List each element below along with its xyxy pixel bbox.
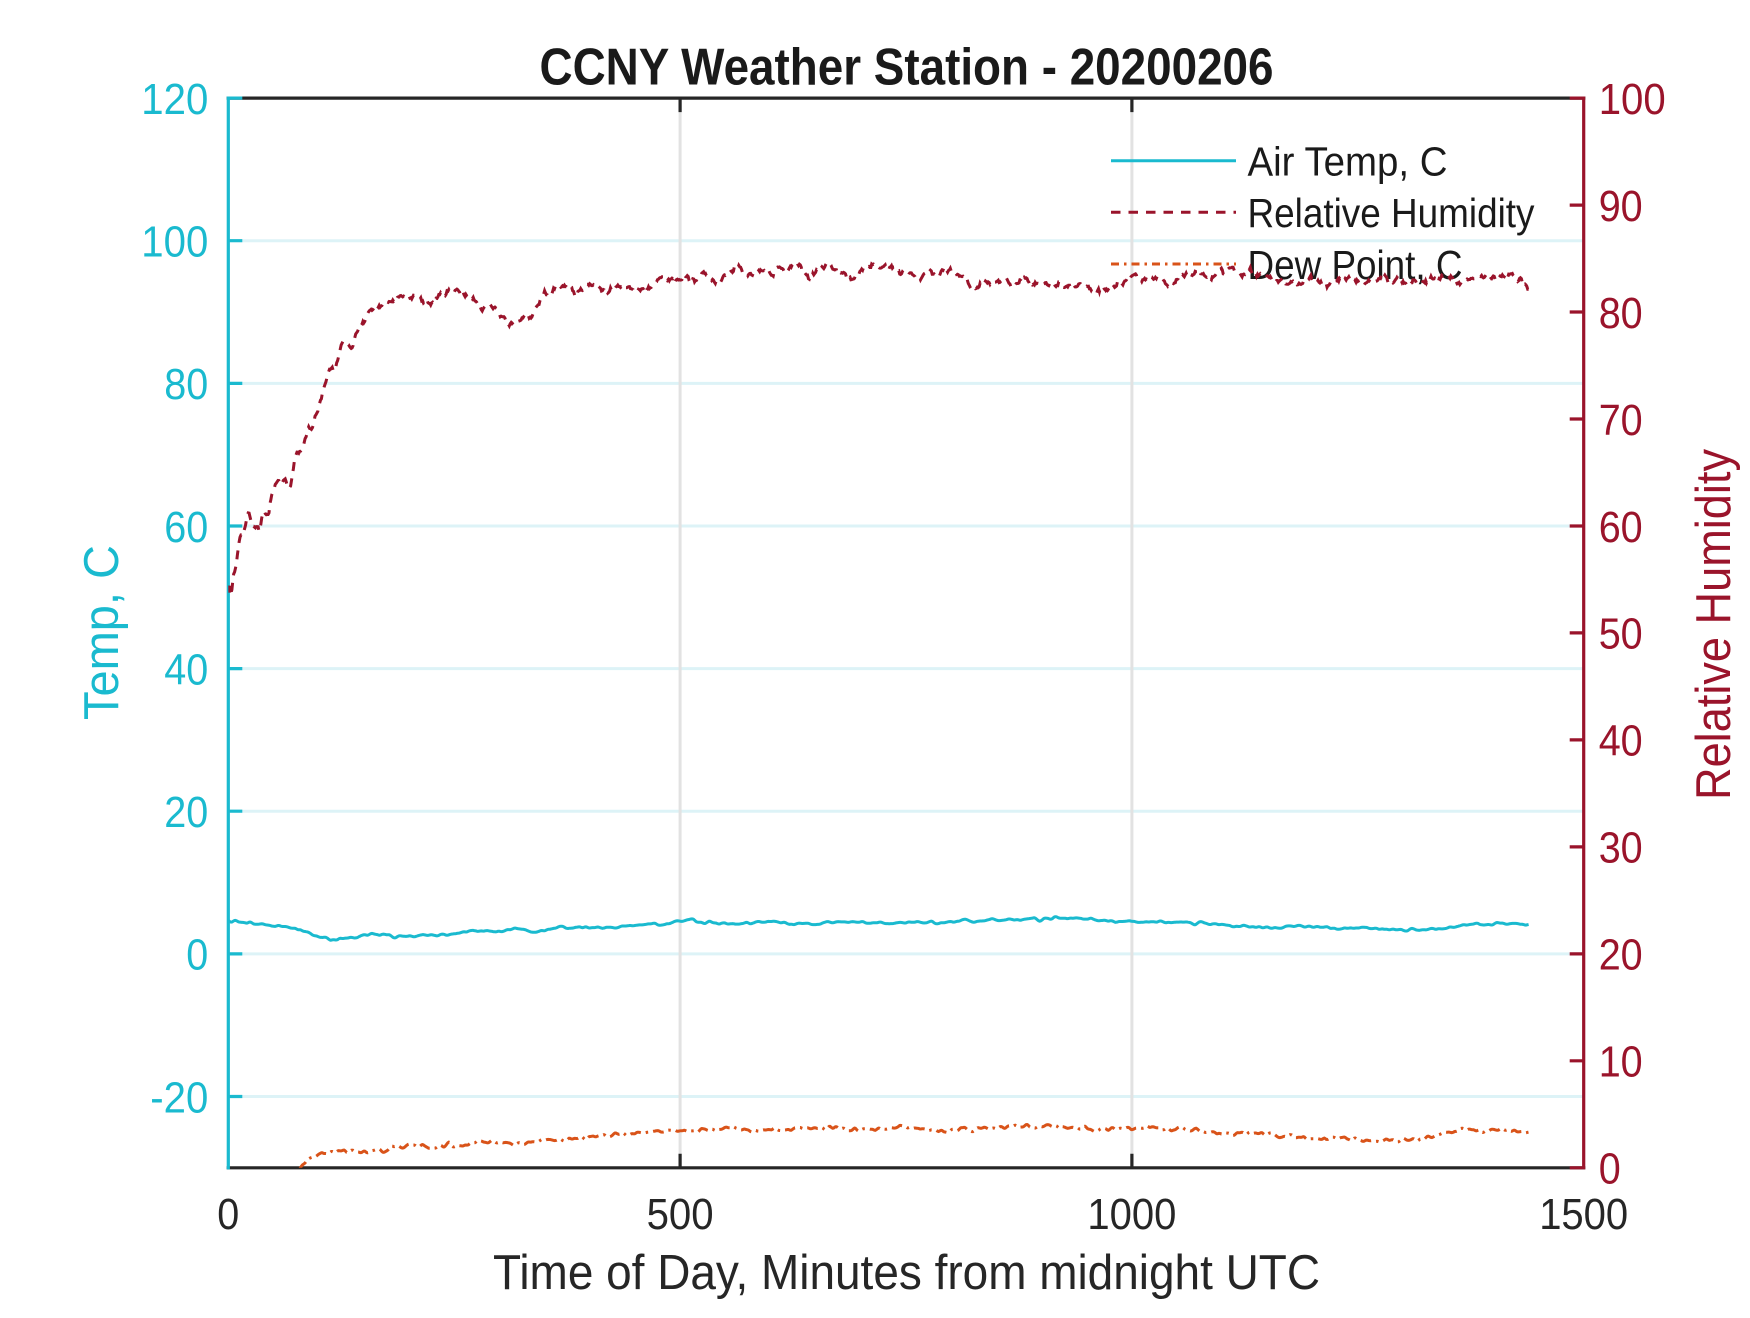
svg-text:60: 60 xyxy=(164,503,208,552)
svg-text:CCNY Weather Station - 2020020: CCNY Weather Station - 20200206 xyxy=(540,39,1274,97)
svg-text:40: 40 xyxy=(164,645,208,694)
svg-text:60: 60 xyxy=(1599,503,1643,552)
svg-text:10: 10 xyxy=(1599,1038,1643,1087)
svg-text:80: 80 xyxy=(164,360,208,409)
svg-text:1500: 1500 xyxy=(1539,1190,1628,1239)
svg-text:Relative Humidity: Relative Humidity xyxy=(1248,190,1535,236)
svg-text:-20: -20 xyxy=(150,1073,208,1122)
svg-text:Temp, C: Temp, C xyxy=(75,545,129,720)
svg-text:20: 20 xyxy=(164,788,208,837)
svg-text:Time of Day, Minutes from midn: Time of Day, Minutes from midnight UTC xyxy=(493,1246,1320,1300)
svg-text:0: 0 xyxy=(186,931,208,980)
svg-text:100: 100 xyxy=(141,218,208,267)
svg-text:90: 90 xyxy=(1599,182,1643,231)
svg-text:Air Temp, C: Air Temp, C xyxy=(1248,139,1448,185)
svg-text:50: 50 xyxy=(1599,610,1643,659)
svg-text:120: 120 xyxy=(141,75,208,124)
svg-text:20: 20 xyxy=(1599,931,1643,980)
svg-text:70: 70 xyxy=(1599,396,1643,445)
svg-text:0: 0 xyxy=(1599,1145,1621,1194)
svg-text:100: 100 xyxy=(1599,75,1666,124)
svg-text:30: 30 xyxy=(1599,824,1643,873)
svg-text:40: 40 xyxy=(1599,717,1643,766)
svg-text:80: 80 xyxy=(1599,289,1643,338)
svg-text:Relative Humidity: Relative Humidity xyxy=(1687,449,1741,800)
svg-text:500: 500 xyxy=(647,1190,714,1239)
svg-text:1000: 1000 xyxy=(1087,1190,1176,1239)
svg-text:0: 0 xyxy=(217,1190,239,1239)
